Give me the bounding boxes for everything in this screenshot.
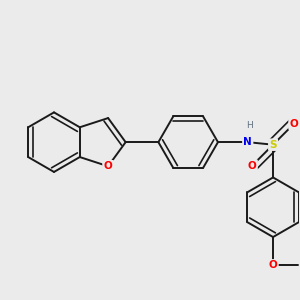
Text: N: N (243, 137, 252, 147)
Text: O: O (248, 160, 256, 170)
Text: O: O (104, 161, 112, 171)
Text: O: O (290, 119, 298, 129)
Text: O: O (104, 161, 112, 171)
Text: H: H (246, 121, 253, 130)
Text: S: S (269, 140, 277, 150)
Text: O: O (269, 260, 278, 270)
